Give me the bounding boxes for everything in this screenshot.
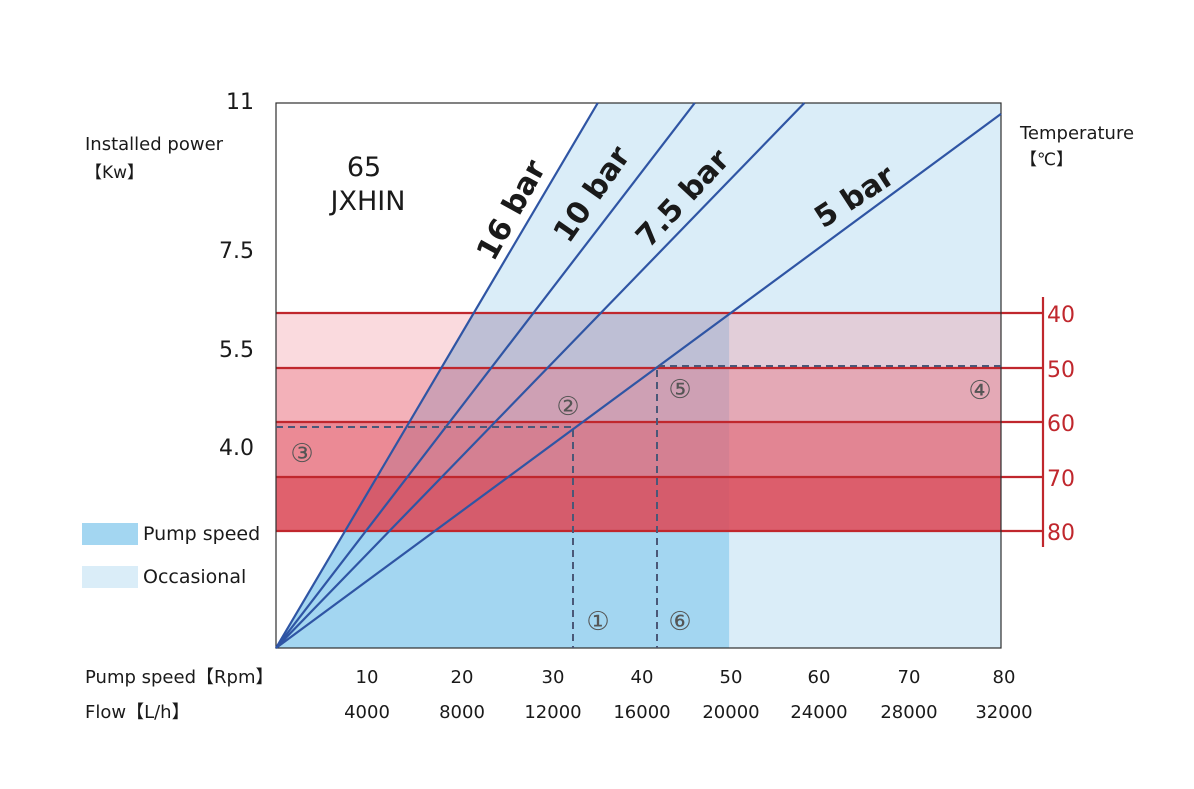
pressure-line	[275, 102, 599, 649]
y-tick-label: 5.5	[219, 338, 254, 363]
y-tick-label: 4.0	[219, 436, 254, 461]
x-flow-tick-label: 20000	[702, 702, 759, 723]
y-tick-label: 7.5	[219, 239, 254, 264]
pressure-line	[275, 102, 806, 649]
marker-label: ②	[556, 392, 579, 422]
markers: ① ② ③ ④ ⑤ ⑥	[290, 375, 991, 637]
legend-swatch	[82, 566, 138, 588]
marker-label: ⑥	[668, 607, 691, 637]
temperature-unit: 【℃】	[1020, 150, 1073, 170]
x-flow-tick-label: 4000	[344, 702, 390, 723]
x-ticks: 10 20 30 40 50 60 70 80 4000 8000 12000 16000 20000 2…	[344, 667, 1033, 723]
marker-label: ①	[586, 607, 609, 637]
x-flow-tick-label: 28000	[880, 702, 937, 723]
x-flow-tick-label: 32000	[975, 702, 1032, 723]
legend-swatch	[82, 523, 138, 545]
dashed-guide	[656, 365, 1001, 648]
marker-label: ④	[968, 376, 991, 406]
temperature-band	[276, 477, 1001, 531]
temperature-tick-label: 70	[1047, 467, 1075, 492]
temperature-tick-label: 50	[1047, 358, 1075, 383]
x-speed-tick-label: 60	[808, 667, 831, 688]
y-axis-unit: 【Kw】	[85, 163, 144, 183]
pressure-line	[275, 102, 696, 649]
x-speed-tick-label: 40	[631, 667, 654, 688]
temperature-ticks: 40 50 60 70 80	[1047, 303, 1075, 546]
temperature-tick-label: 60	[1047, 412, 1075, 437]
y-ticks: 11 7.5 5.5 4.0	[219, 90, 254, 461]
legend: Pump speed Occasional	[82, 523, 260, 588]
y-axis-label: Installed power	[85, 134, 224, 155]
legend-label: Pump speed	[143, 523, 260, 545]
temperature-tick-label: 40	[1047, 303, 1075, 328]
x-speed-tick-label: 20	[451, 667, 474, 688]
x-flow-label: Flow【L/h】	[85, 702, 190, 723]
temperature-bands	[276, 297, 1045, 547]
temperature-label: Temperature	[1019, 123, 1134, 144]
x-speed-tick-label: 30	[542, 667, 565, 688]
pressure-line	[275, 113, 1002, 649]
marker-label: ⑤	[668, 375, 691, 405]
x-speed-tick-label: 80	[993, 667, 1016, 688]
x-flow-tick-label: 16000	[613, 702, 670, 723]
marker-label: ③	[290, 439, 313, 469]
title-model: 65	[347, 152, 381, 183]
x-flow-tick-label: 8000	[439, 702, 485, 723]
x-speed-label: Pump speed【Rpm】	[85, 667, 273, 688]
dashed-guides	[276, 365, 1001, 648]
x-flow-tick-label: 24000	[790, 702, 847, 723]
x-flow-tick-label: 12000	[524, 702, 581, 723]
x-speed-tick-label: 10	[356, 667, 379, 688]
x-speed-tick-label: 50	[720, 667, 743, 688]
legend-label: Occasional	[143, 566, 246, 588]
dashed-guide	[276, 426, 574, 648]
x-speed-tick-label: 70	[898, 667, 921, 688]
y-tick-label: 11	[226, 90, 254, 115]
temperature-tick-label: 80	[1047, 521, 1075, 546]
plot-frame	[275, 102, 1002, 649]
title-brand: JXHIN	[329, 186, 406, 217]
